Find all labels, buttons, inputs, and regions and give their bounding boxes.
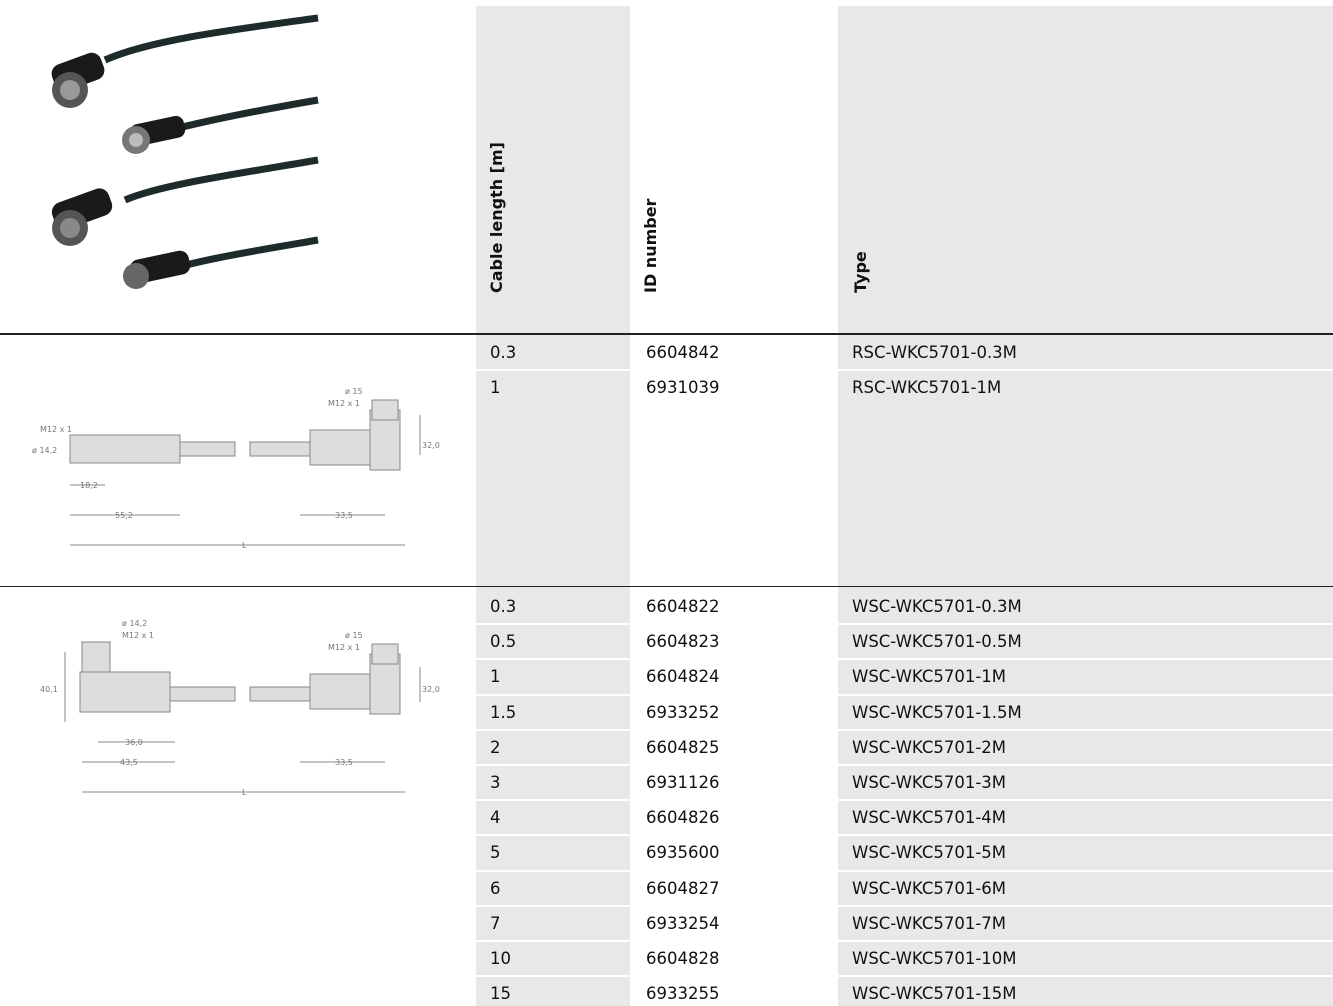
drawing-label: M12 x 1 — [122, 631, 154, 640]
row-separator — [476, 975, 630, 978]
table-cell: 0.3 — [490, 597, 517, 616]
row-separator — [476, 799, 630, 802]
table-cell: 2 — [490, 737, 501, 757]
row-separator — [476, 658, 630, 661]
table-cell: WSC-WKC5701-0.3M — [852, 597, 1022, 616]
table-cell: 6935600 — [646, 843, 720, 863]
drawing-label: M12 x 1 — [328, 643, 360, 652]
drawing-label: ø 14,2 — [122, 619, 147, 628]
table-cell: 6604842 — [646, 343, 720, 362]
row-separator — [838, 940, 1333, 942]
technical-drawing: ø 14,2 M12 x 1 40,1 36,0 43,5 ø 15 M12 x… — [40, 619, 440, 797]
row-separator — [838, 728, 1333, 731]
table-cell: 0.5 — [490, 632, 517, 652]
drawing-label: 55,2 — [115, 511, 133, 520]
row-separator — [838, 764, 1333, 766]
row-separator — [838, 693, 1333, 696]
column-bg — [838, 6, 1333, 1006]
row-separator — [476, 834, 630, 837]
row-separator — [476, 369, 630, 371]
table-cell: 0.3 — [490, 343, 517, 362]
row-separator — [838, 369, 1333, 371]
table-cell: 1 — [490, 667, 501, 687]
table-cell: 6931039 — [646, 378, 720, 397]
row-separator — [838, 623, 1333, 626]
table-cell: WSC-WKC5701-1M — [852, 667, 1007, 687]
table-cell: WSC-WKC5701-15M — [852, 984, 1017, 1004]
table-cell: 6604825 — [646, 737, 720, 757]
row-separator — [838, 904, 1333, 907]
drawing-label: ø 14,2 — [32, 446, 57, 455]
drawing-label: ø 15 — [345, 631, 363, 640]
row-separator — [476, 693, 630, 696]
drawing-label: 40,1 — [40, 685, 58, 694]
row-separator — [476, 940, 630, 942]
table-cell: 1 — [490, 378, 501, 397]
drawing-label: 18,2 — [80, 481, 98, 490]
drawing-label: 32,0 — [422, 441, 440, 450]
product-photo — [51, 14, 319, 289]
table-cell: 5 — [490, 843, 501, 863]
table-cell: WSC-WKC5701-0.5M — [852, 632, 1022, 652]
table-cell: 6604827 — [646, 878, 720, 898]
drawing-label: 33,5 — [335, 511, 353, 520]
table-cell: 6933252 — [646, 702, 720, 722]
table-cell: 6604824 — [646, 667, 720, 687]
row-separator — [838, 975, 1333, 978]
table-cell: WSC-WKC5701-3M — [852, 773, 1007, 792]
table-cell: WSC-WKC5701-5M — [852, 843, 1007, 863]
drawing-label: L — [242, 541, 247, 550]
table-cell: 15 — [490, 984, 511, 1004]
row-separator — [838, 658, 1333, 661]
column-bg — [476, 6, 630, 1006]
table-cell: RSC-WKC5701-1M — [852, 378, 1002, 397]
table-cell: 6931126 — [646, 773, 720, 792]
table-cell: 6604822 — [646, 597, 720, 616]
column-header: Type — [851, 251, 870, 293]
table-cell: 10 — [490, 949, 511, 968]
row-separator — [476, 869, 630, 872]
row-separator — [838, 799, 1333, 802]
table-cell: 6 — [490, 878, 501, 898]
table-cell: WSC-WKC5701-10M — [852, 949, 1017, 968]
row-separator — [476, 728, 630, 731]
divider — [0, 333, 1333, 335]
table-cell: 3 — [490, 773, 501, 792]
table-cell: 6933255 — [646, 984, 720, 1004]
table-cell: WSC-WKC5701-6M — [852, 878, 1007, 898]
row-separator — [476, 623, 630, 626]
row-separator — [476, 904, 630, 907]
drawing-label: 43,5 — [120, 758, 138, 767]
table-cell: 6604823 — [646, 632, 720, 652]
drawing-label: 36,0 — [125, 738, 143, 747]
drawing-label: 32,0 — [422, 685, 440, 694]
table-cell: 6604826 — [646, 808, 720, 828]
table-cell: WSC-WKC5701-1.5M — [852, 702, 1022, 722]
table-cell: RSC-WKC5701-0.3M — [852, 343, 1017, 362]
drawing-label: M12 x 1 — [328, 399, 360, 408]
drawing-label: M12 x 1 — [40, 425, 72, 434]
divider — [0, 586, 1333, 587]
column-header: ID number — [641, 198, 660, 293]
table-cell: 6604828 — [646, 949, 720, 968]
technical-drawing: M12 x 1 ø 14,2 18,2 55,2 ø 15 M12 x 1 32… — [32, 387, 440, 550]
table-cell: WSC-WKC5701-2M — [852, 737, 1007, 757]
row-separator — [838, 834, 1333, 837]
drawing-label: 33,5 — [335, 758, 353, 767]
table-cell: 6933254 — [646, 913, 720, 933]
table-cell: WSC-WKC5701-7M — [852, 913, 1007, 933]
table-cell: WSC-WKC5701-4M — [852, 808, 1007, 828]
table-cell: 1.5 — [490, 702, 517, 722]
drawing-label: L — [242, 788, 247, 797]
table-cell: 4 — [490, 808, 501, 828]
row-separator — [838, 869, 1333, 872]
table-cell: 7 — [490, 913, 501, 933]
column-header: Cable length [m] — [487, 142, 506, 293]
drawing-label: ø 15 — [345, 387, 363, 396]
row-separator — [476, 764, 630, 766]
